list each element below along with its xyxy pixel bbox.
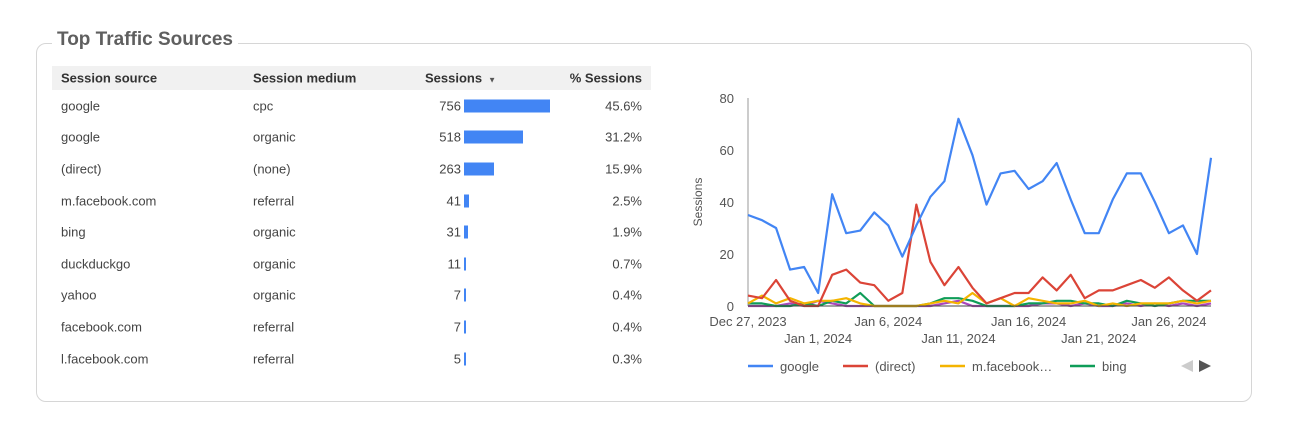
cell-sessions: 5 xyxy=(453,351,461,367)
cell-medium: organic xyxy=(253,287,296,303)
cell-sessions: 518 xyxy=(439,129,461,145)
cell-pct: 0.4% xyxy=(612,319,642,335)
cell-pct: 0.3% xyxy=(612,351,642,367)
table-row[interactable]: m.facebook.com referral 41 2.5% xyxy=(52,185,651,217)
cell-source: yahoo xyxy=(61,287,97,303)
cell-sessions: 756 xyxy=(439,98,461,114)
cell-source: l.facebook.com xyxy=(61,351,149,367)
table-body: google cpc 756 45.6% google organic 518 3… xyxy=(52,90,651,374)
table-row[interactable]: (direct) (none) 263 15.9% xyxy=(52,153,651,185)
sessions-bar xyxy=(464,352,466,366)
header-source[interactable]: Session source xyxy=(61,70,158,86)
header-medium[interactable]: Session medium xyxy=(253,70,357,86)
cell-medium: organic xyxy=(253,224,296,240)
cell-sessions: 11 xyxy=(447,256,462,272)
sessions-bar xyxy=(464,288,466,302)
cell-medium: cpc xyxy=(253,98,274,114)
cell-medium: referral xyxy=(253,351,295,367)
sessions-bar xyxy=(464,130,523,144)
cell-medium: organic xyxy=(253,256,296,272)
cell-source: duckduckgo xyxy=(61,256,131,272)
cell-pct: 1.9% xyxy=(612,224,642,240)
cell-pct: 45.6% xyxy=(605,98,642,114)
table-row[interactable]: duckduckgo organic 11 0.7% xyxy=(52,248,651,280)
cell-sessions: 263 xyxy=(439,161,461,177)
cell-source: m.facebook.com xyxy=(61,193,157,209)
sessions-bar xyxy=(464,162,494,176)
cell-medium: referral xyxy=(253,193,295,209)
sessions-bar xyxy=(464,320,466,334)
cell-source: (direct) xyxy=(61,161,102,177)
cell-pct: 0.4% xyxy=(612,287,642,303)
widget-title: Top Traffic Sources xyxy=(52,29,238,51)
table-row[interactable]: bing organic 31 1.9% xyxy=(52,216,651,248)
cell-pct: 0.7% xyxy=(612,256,642,272)
cell-sessions: 31 xyxy=(446,224,461,240)
cell-pct: 31.2% xyxy=(605,129,642,145)
header-sessions-label: Sessions xyxy=(424,70,483,86)
sessions-bar xyxy=(464,257,466,271)
cell-source: facebook.com xyxy=(61,319,142,335)
cell-pct: 2.5% xyxy=(612,193,642,209)
cell-sessions: 7 xyxy=(453,287,461,303)
table-row[interactable]: l.facebook.com referral 5 0.3% xyxy=(52,343,651,375)
header-sessions[interactable]: Sessions ▼ xyxy=(425,71,496,86)
header-pct-sessions[interactable]: % Sessions xyxy=(569,70,642,86)
table-row[interactable]: google cpc 756 45.6% xyxy=(52,90,651,122)
cell-pct: 15.9% xyxy=(605,161,642,177)
cell-sessions: 41 xyxy=(446,193,461,209)
sessions-bar xyxy=(464,99,550,113)
cell-medium: organic xyxy=(253,129,296,145)
sessions-bar xyxy=(464,194,469,208)
cell-source: google xyxy=(61,129,101,145)
table-row[interactable]: yahoo organic 7 0.4% xyxy=(52,280,651,312)
sort-descending-icon: ▼ xyxy=(488,75,496,85)
table-row[interactable]: facebook.com referral 7 0.4% xyxy=(52,311,651,343)
table-row[interactable]: google organic 518 31.2% xyxy=(52,122,651,154)
sessions-bar xyxy=(464,225,468,239)
cell-source: bing xyxy=(61,224,86,240)
card-frame xyxy=(36,43,1252,402)
table-header: Session source Session medium Sessions ▼ … xyxy=(52,66,651,90)
cell-medium: (none) xyxy=(253,161,291,177)
cell-source: google xyxy=(61,98,101,114)
cell-sessions: 7 xyxy=(453,319,461,335)
traffic-table: Session source Session medium Sessions ▼ … xyxy=(52,66,651,386)
cell-medium: referral xyxy=(253,319,295,335)
